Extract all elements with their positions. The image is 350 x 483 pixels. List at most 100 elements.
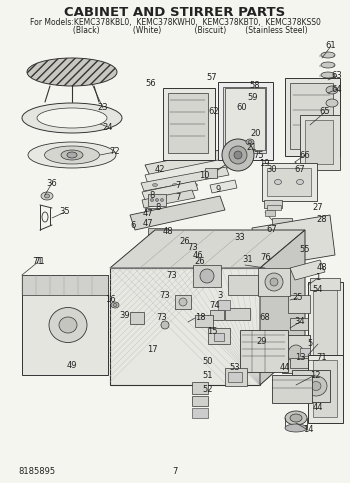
Text: 36: 36 [47,179,57,187]
Text: 20: 20 [251,129,261,139]
Polygon shape [210,180,237,193]
Bar [272,218,292,225]
Text: 61: 61 [326,42,336,51]
Text: 39: 39 [120,312,130,321]
Ellipse shape [49,308,87,342]
Text: 1: 1 [315,273,321,283]
Text: 48: 48 [163,227,173,237]
Text: 8: 8 [149,191,155,200]
Bar [290,358,308,368]
Bar [288,295,310,313]
Bar [292,370,330,402]
Ellipse shape [305,376,327,396]
Bar [285,78,340,156]
Ellipse shape [37,108,107,128]
Polygon shape [141,167,229,191]
Text: 63: 63 [332,71,342,81]
Text: For Models:KEMC378KBL0,  KEMC378KWH0,  KEMC378KBT0,  KEMC378KSS0: For Models:KEMC378KBL0, KEMC378KWH0, KEM… [29,17,321,27]
Bar [210,310,224,320]
Bar [130,312,144,324]
Polygon shape [22,275,108,375]
Polygon shape [130,196,225,230]
Bar [300,115,340,170]
Text: 10: 10 [199,170,209,180]
Bar [145,208,163,218]
Bar [290,318,308,330]
Bar [193,265,221,287]
Bar [308,355,343,423]
Text: 73: 73 [188,242,198,252]
Bar [192,248,206,258]
Ellipse shape [44,146,99,164]
Bar [225,308,250,320]
Text: 47: 47 [143,209,153,217]
Text: 47: 47 [143,219,153,228]
Polygon shape [260,230,305,385]
Bar [267,168,311,196]
Text: 67: 67 [295,166,305,174]
Ellipse shape [67,152,77,158]
Text: CABINET AND STIRRER PARTS: CABINET AND STIRRER PARTS [64,5,286,18]
Text: 30: 30 [267,166,277,174]
Polygon shape [22,275,108,295]
Ellipse shape [229,146,247,164]
Text: 5: 5 [307,340,313,349]
Text: 7: 7 [175,181,181,189]
Ellipse shape [287,242,302,254]
Text: 15: 15 [207,327,217,337]
Ellipse shape [179,298,187,306]
Bar [258,268,290,296]
Ellipse shape [41,192,53,200]
Bar [272,375,312,403]
Ellipse shape [326,99,338,107]
Ellipse shape [321,52,335,58]
Text: 53: 53 [230,364,240,372]
Polygon shape [142,190,195,208]
Text: 71: 71 [317,354,327,363]
Bar [290,83,333,149]
Text: 71: 71 [33,257,43,267]
Bar [192,396,208,406]
Ellipse shape [285,424,307,432]
Text: 33: 33 [234,232,245,242]
Ellipse shape [321,62,335,68]
Text: 73: 73 [167,270,177,280]
Bar [285,168,310,183]
Ellipse shape [326,86,338,94]
Ellipse shape [296,180,303,185]
Text: 67: 67 [267,226,277,235]
Bar [300,348,310,356]
Text: 34: 34 [295,317,305,327]
Text: 13: 13 [295,354,305,363]
Ellipse shape [113,303,117,307]
Text: 49: 49 [67,360,77,369]
Text: 75: 75 [254,152,264,160]
Text: 7: 7 [172,468,178,477]
Bar [240,330,288,372]
Bar [205,168,217,178]
Text: 12: 12 [310,370,320,380]
Text: 52: 52 [203,385,213,395]
Text: 65: 65 [320,108,330,116]
Bar [163,88,215,160]
Ellipse shape [193,184,197,186]
Text: (Black)              (White)              (Biscuit)        (Stainless Steel): (Black) (White) (Biscuit) (Stainless Ste… [42,26,308,34]
Text: 27: 27 [313,203,323,213]
Text: 60: 60 [237,102,247,112]
Text: 16: 16 [105,296,115,304]
Ellipse shape [173,184,177,186]
Polygon shape [145,158,232,184]
Ellipse shape [161,199,163,201]
Bar [214,333,224,341]
Ellipse shape [150,199,154,201]
Text: 19: 19 [259,159,269,169]
Text: 46: 46 [193,252,203,260]
Ellipse shape [311,382,321,390]
Text: 62: 62 [209,108,219,116]
Ellipse shape [288,345,304,363]
Text: 58: 58 [250,82,260,90]
Text: 66: 66 [300,151,310,159]
Ellipse shape [200,269,214,283]
Bar [168,93,208,153]
Ellipse shape [285,411,307,425]
